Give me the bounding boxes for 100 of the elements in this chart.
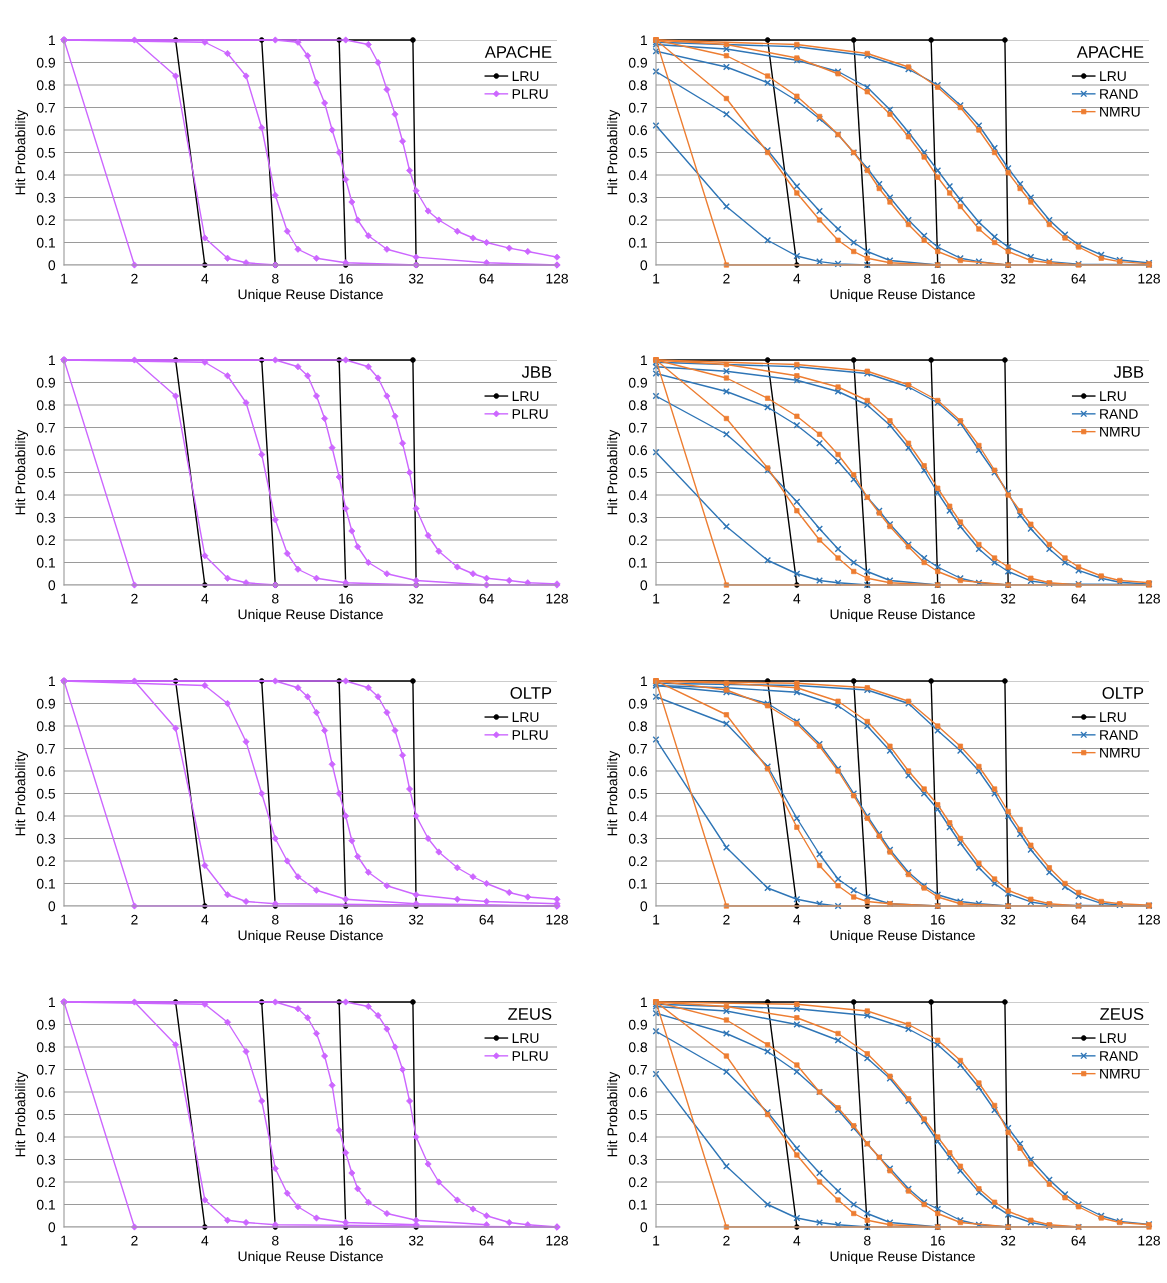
y-tick-label: 0.2 [628,856,647,867]
y-tick-label: 0.6 [628,766,648,777]
x-tick-label: 128 [546,593,568,604]
chart-title: JBB [1113,366,1144,378]
x-tick-label: 1 [653,273,660,284]
x-tick-label: 2 [723,914,730,925]
y-tick-label: 0.4 [36,811,56,822]
x-tick-label: 32 [1000,593,1016,604]
y-tick-label: 0.3 [36,192,56,203]
x-tick-label: 2 [723,1235,730,1246]
y-tick-label: 0.9 [36,57,56,68]
x-tick-label: 16 [931,1235,945,1246]
y-tick-label: 0.5 [628,147,648,158]
y-tick-label: 0.1 [36,1199,55,1210]
legend-label: PLRU [512,409,548,419]
y-tick-label: 0.1 [36,557,55,568]
x-tick-label: 4 [793,914,801,925]
y-tick-label: 0.1 [628,557,647,568]
y-tick-label: 0.1 [36,878,55,889]
y-tick-label: 0.1 [628,1199,647,1210]
y-tick-label: 0.7 [36,102,55,113]
x-tick-label: 8 [864,1235,871,1246]
y-tick-label: 0.5 [36,788,56,799]
y-tick-label: 0 [640,580,648,591]
x-tick-label: 8 [272,593,279,604]
x-tick-label: 16 [931,273,945,284]
y-tick-label: 0.3 [628,192,648,203]
y-tick-label: 0.1 [36,237,55,248]
y-tick-label: 0.6 [628,445,648,456]
y-tick-label: 0 [48,580,56,591]
legend-label: PLRU [512,1051,548,1061]
x-tick-label: 16 [339,593,353,604]
y-axis-title: Hit Probability [15,429,29,515]
y-tick-label: 0.3 [36,1154,56,1165]
y-tick-label: 0.5 [628,467,648,478]
y-tick-label: 0 [48,1222,56,1233]
y-tick-label: 0.2 [36,1177,55,1188]
x-tick-label: 2 [131,593,138,604]
y-tick-label: 0.5 [36,1109,56,1120]
legend-label: RAND [1100,409,1138,419]
x-tick-label: 4 [201,914,209,925]
x-tick-label: 2 [723,273,730,284]
y-tick-label: 0.7 [628,102,647,113]
x-tick-label: 128 [1138,914,1160,925]
y-tick-label: 0.3 [36,833,56,844]
y-tick-label: 0.4 [628,170,648,181]
y-tick-label: 0.6 [36,125,56,136]
x-tick-label: 32 [1000,914,1016,925]
x-axis-title: Unique Reuse Distance [830,1251,975,1265]
x-tick-label: 1 [61,593,68,604]
legend-label: LRU [1100,391,1126,402]
x-tick-label: 4 [793,273,801,284]
x-tick-label: 4 [201,273,209,284]
legend-label: LRU [1100,1033,1126,1044]
x-tick-label: 2 [131,1235,138,1246]
x-tick-label: 2 [131,914,138,925]
x-tick-label: 2 [131,273,138,284]
y-tick-label: 0.5 [36,147,56,158]
y-tick-label: 0.4 [628,811,648,822]
y-tick-label: 0.4 [628,1132,648,1143]
x-tick-label: 64 [479,593,494,604]
y-tick-label: 1 [641,355,647,366]
x-tick-label: 8 [272,273,279,284]
y-tick-label: 0.9 [36,1019,56,1030]
legend-label: RAND [1100,730,1138,740]
x-tick-label: 128 [1138,1235,1160,1246]
y-tick-label: 0 [48,260,56,271]
y-tick-label: 1 [641,676,647,687]
y-tick-label: 0 [640,901,648,912]
x-tick-label: 64 [479,1235,494,1246]
legend-label: NMRU [1100,747,1140,758]
x-tick-label: 4 [793,1235,801,1246]
y-tick-label: 0.2 [36,535,55,546]
legend-label: LRU [512,712,539,723]
y-axis-title: Hit Probability [607,1071,621,1157]
y-tick-label: 0.2 [628,1177,647,1188]
chart-title: ZEUS [508,1008,552,1020]
x-tick-label: 32 [408,1235,424,1246]
x-tick-label: 16 [339,1235,353,1246]
x-tick-label: 1 [61,914,68,925]
y-tick-label: 0.1 [628,878,647,889]
legend-label: NMRU [1100,1068,1140,1079]
legend-label: RAND [1100,1051,1138,1061]
x-tick-label: 64 [1071,914,1086,925]
y-tick-label: 0.7 [36,743,55,754]
y-tick-label: 0.9 [628,57,648,68]
y-tick-label: 0.4 [36,1132,56,1143]
legend-label: PLRU [512,89,548,99]
x-axis-title: Unique Reuse Distance [238,1251,383,1265]
x-tick-label: 1 [653,593,660,604]
x-tick-label: 64 [1071,273,1086,284]
y-tick-label: 0 [640,260,648,271]
x-tick-label: 32 [408,914,424,925]
x-tick-label: 128 [1138,593,1160,604]
chart-title: APACHE [1076,46,1144,58]
y-axis-title: Hit Probability [607,750,621,836]
y-tick-label: 0.7 [628,1064,647,1075]
x-tick-label: 8 [272,1235,279,1246]
y-tick-label: 0.8 [36,80,56,91]
y-tick-label: 0.9 [628,698,648,709]
